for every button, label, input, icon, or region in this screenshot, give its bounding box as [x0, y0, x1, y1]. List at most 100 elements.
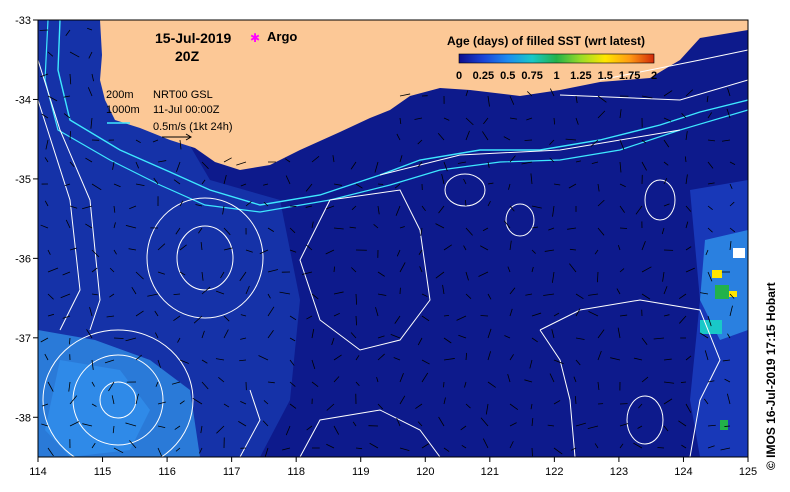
- current-vector-arrow: [355, 293, 358, 305]
- x-tick-label: 121: [481, 466, 499, 478]
- current-vector-arrow: [113, 249, 117, 255]
- current-vector-arrow: [685, 403, 692, 413]
- current-vector-arrow: [588, 310, 599, 317]
- current-vector-arrow: [553, 312, 560, 317]
- current-vector-arrow: [638, 403, 643, 409]
- current-vector-arrow: [69, 73, 72, 85]
- current-vector-arrow: [707, 227, 713, 233]
- current-vector-arrow: [679, 293, 687, 300]
- legend-vector-scale: 0.5m/s (1kt 24h): [153, 121, 232, 133]
- current-vector-arrow: [47, 95, 58, 102]
- current-vector-arrow: [707, 315, 712, 327]
- current-vector-arrow: [89, 307, 93, 317]
- current-vector-arrow: [657, 447, 665, 449]
- current-vector-arrow: [40, 224, 49, 229]
- current-vector-arrow: [594, 249, 599, 255]
- current-vector-arrow: [531, 418, 534, 427]
- current-vector-arrow: [64, 183, 71, 187]
- current-vector-arrow: [438, 205, 445, 214]
- current-vector-arrow: [375, 307, 379, 317]
- current-vector-arrow: [91, 381, 95, 387]
- current-vector-arrow: [641, 337, 648, 346]
- current-vector-arrow: [44, 157, 49, 163]
- current-vector-arrow: [223, 227, 231, 236]
- current-vector-arrow: [326, 443, 335, 449]
- current-vector-arrow: [637, 425, 643, 429]
- current-vector-arrow: [721, 139, 731, 142]
- legend-200m-label: 200m: [106, 89, 134, 101]
- header-date: 15-Jul-2019: [155, 30, 231, 46]
- current-vector-arrow: [47, 313, 55, 317]
- current-vector-arrow: [619, 227, 628, 229]
- colorbar-tick-label: 0.25: [473, 70, 494, 82]
- current-vector-arrow: [663, 117, 672, 122]
- current-vector-arrow: [198, 227, 203, 234]
- current-vector-arrow: [530, 403, 533, 410]
- current-vector-arrow: [543, 293, 555, 296]
- current-vector-arrow: [421, 372, 429, 383]
- current-vector-arrow: [482, 438, 489, 449]
- current-vector-arrow: [464, 200, 467, 207]
- current-vector-arrow: [267, 293, 271, 299]
- current-vector-arrow: [443, 358, 455, 361]
- current-vector-arrow: [267, 381, 275, 384]
- current-vector-arrow: [113, 447, 124, 454]
- current-vector-arrow: [503, 136, 511, 141]
- current-vector-arrow: [527, 91, 533, 97]
- current-vector-arrow: [680, 381, 687, 383]
- current-vector-arrow: [551, 329, 555, 339]
- current-vector-arrow: [461, 444, 467, 449]
- current-vector-arrow: [707, 424, 716, 427]
- current-vector-arrow: [457, 161, 467, 164]
- current-vector-arrow: [553, 183, 561, 186]
- current-vector-arrow: [547, 424, 555, 427]
- current-vector-arrow: [289, 315, 297, 321]
- current-vector-arrow: [201, 179, 206, 185]
- current-vector-arrow: [487, 201, 491, 207]
- current-vector-arrow: [567, 227, 577, 230]
- current-vector-arrow: [91, 267, 98, 273]
- current-vector-arrow: [729, 293, 735, 299]
- current-vector-arrow: [463, 178, 467, 185]
- current-vector-arrow: [531, 249, 536, 254]
- current-vector-arrow: [350, 332, 357, 339]
- x-axis: 114 115 116 117 118 119 120 121 122 123 124 125: [29, 457, 757, 478]
- current-vector-arrow: [222, 205, 225, 215]
- current-vector-arrow: [417, 421, 423, 427]
- colorbar-tick-label: 1: [553, 70, 559, 82]
- current-vector-arrow: [619, 443, 624, 449]
- current-vector-arrow: [284, 158, 291, 163]
- current-vector-arrow: [82, 423, 93, 427]
- current-vector-arrow: [443, 397, 446, 405]
- current-vector-arrow: [465, 352, 468, 361]
- current-vector-arrow: [729, 183, 733, 190]
- current-vector-arrow: [509, 354, 514, 361]
- x-tick-label: 124: [674, 466, 692, 478]
- current-vector-arrow: [633, 442, 643, 449]
- current-vector-arrow: [482, 227, 489, 232]
- current-vector-arrow: [215, 358, 225, 361]
- current-vector-arrow: [263, 400, 269, 405]
- current-vector-arrow: [351, 267, 357, 273]
- current-vector-arrow: [435, 271, 445, 279]
- current-vector-arrow: [393, 357, 401, 361]
- current-vector-arrow: [267, 269, 279, 273]
- current-vector-arrow: [443, 314, 450, 317]
- current-vector-arrow: [125, 225, 137, 229]
- current-vector-arrow: [421, 293, 428, 297]
- current-vector-arrow: [509, 308, 513, 317]
- current-vector-arrow: [179, 359, 189, 364]
- current-vector-arrow: [458, 334, 467, 339]
- current-vector-arrow: [306, 244, 313, 251]
- current-vector-arrow: [39, 29, 49, 31]
- current-vector-arrow: [333, 312, 340, 317]
- current-vector-arrow: [524, 379, 533, 383]
- current-vector-arrow: [575, 337, 585, 340]
- current-vector-arrow: [663, 425, 669, 432]
- current-vector-arrow: [355, 447, 363, 450]
- current-vector-arrow: [465, 227, 473, 236]
- current-vector-arrow: [507, 266, 511, 273]
- x-tick-label: 117: [223, 466, 241, 478]
- current-vector-arrow: [91, 249, 100, 258]
